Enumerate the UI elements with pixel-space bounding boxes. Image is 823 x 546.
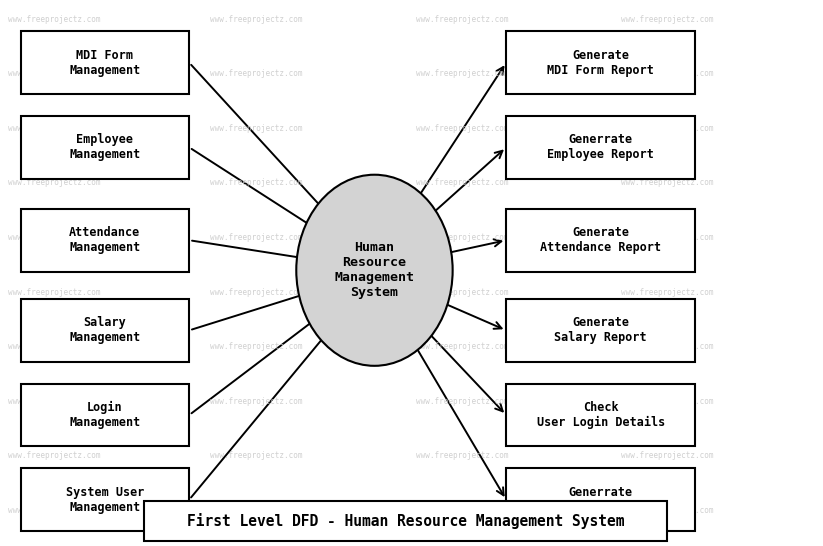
Text: Generrate
System User Report: Generrate System User Report bbox=[537, 485, 665, 514]
Text: Check
User Login Details: Check User Login Details bbox=[537, 401, 665, 429]
Text: www.freeprojectz.com: www.freeprojectz.com bbox=[621, 15, 714, 23]
FancyBboxPatch shape bbox=[144, 501, 667, 541]
Text: www.freeprojectz.com: www.freeprojectz.com bbox=[210, 397, 302, 406]
Text: www.freeprojectz.com: www.freeprojectz.com bbox=[621, 506, 714, 515]
Text: www.freeprojectz.com: www.freeprojectz.com bbox=[416, 342, 508, 351]
FancyBboxPatch shape bbox=[21, 116, 189, 179]
Text: www.freeprojectz.com: www.freeprojectz.com bbox=[8, 452, 100, 460]
Text: First Level DFD - Human Resource Management System: First Level DFD - Human Resource Managem… bbox=[187, 513, 624, 529]
Text: www.freeprojectz.com: www.freeprojectz.com bbox=[210, 179, 302, 187]
Text: www.freeprojectz.com: www.freeprojectz.com bbox=[621, 233, 714, 242]
Text: www.freeprojectz.com: www.freeprojectz.com bbox=[416, 506, 508, 515]
Text: www.freeprojectz.com: www.freeprojectz.com bbox=[621, 397, 714, 406]
Text: www.freeprojectz.com: www.freeprojectz.com bbox=[8, 288, 100, 296]
FancyBboxPatch shape bbox=[21, 468, 189, 531]
FancyBboxPatch shape bbox=[21, 299, 189, 361]
Text: www.freeprojectz.com: www.freeprojectz.com bbox=[416, 179, 508, 187]
Text: Human
Resource
Management
System: Human Resource Management System bbox=[334, 241, 415, 299]
Text: System User
Management: System User Management bbox=[66, 485, 144, 514]
Text: www.freeprojectz.com: www.freeprojectz.com bbox=[416, 124, 508, 133]
Text: Employee
Management: Employee Management bbox=[69, 133, 141, 162]
Text: www.freeprojectz.com: www.freeprojectz.com bbox=[8, 342, 100, 351]
FancyBboxPatch shape bbox=[21, 209, 189, 271]
FancyBboxPatch shape bbox=[506, 299, 695, 361]
Text: Generrate
Employee Report: Generrate Employee Report bbox=[547, 133, 654, 162]
Text: www.freeprojectz.com: www.freeprojectz.com bbox=[621, 179, 714, 187]
FancyBboxPatch shape bbox=[506, 209, 695, 271]
Text: www.freeprojectz.com: www.freeprojectz.com bbox=[621, 124, 714, 133]
FancyBboxPatch shape bbox=[506, 31, 695, 94]
Text: www.freeprojectz.com: www.freeprojectz.com bbox=[210, 15, 302, 23]
FancyBboxPatch shape bbox=[506, 468, 695, 531]
Text: Salary
Management: Salary Management bbox=[69, 316, 141, 345]
Text: Generate
Salary Report: Generate Salary Report bbox=[555, 316, 647, 345]
Text: Login
Management: Login Management bbox=[69, 401, 141, 429]
Text: www.freeprojectz.com: www.freeprojectz.com bbox=[8, 124, 100, 133]
FancyBboxPatch shape bbox=[21, 383, 189, 447]
Text: MDI Form
Management: MDI Form Management bbox=[69, 49, 141, 77]
Text: www.freeprojectz.com: www.freeprojectz.com bbox=[210, 288, 302, 296]
FancyBboxPatch shape bbox=[506, 383, 695, 447]
Text: www.freeprojectz.com: www.freeprojectz.com bbox=[210, 69, 302, 78]
Text: www.freeprojectz.com: www.freeprojectz.com bbox=[416, 397, 508, 406]
Text: www.freeprojectz.com: www.freeprojectz.com bbox=[210, 342, 302, 351]
Text: www.freeprojectz.com: www.freeprojectz.com bbox=[416, 233, 508, 242]
Text: www.freeprojectz.com: www.freeprojectz.com bbox=[416, 452, 508, 460]
Text: www.freeprojectz.com: www.freeprojectz.com bbox=[210, 452, 302, 460]
Text: www.freeprojectz.com: www.freeprojectz.com bbox=[416, 15, 508, 23]
Text: Attendance
Management: Attendance Management bbox=[69, 226, 141, 254]
Text: www.freeprojectz.com: www.freeprojectz.com bbox=[8, 233, 100, 242]
Text: Generate
MDI Form Report: Generate MDI Form Report bbox=[547, 49, 654, 77]
Text: www.freeprojectz.com: www.freeprojectz.com bbox=[8, 69, 100, 78]
Text: www.freeprojectz.com: www.freeprojectz.com bbox=[416, 288, 508, 296]
Text: www.freeprojectz.com: www.freeprojectz.com bbox=[210, 124, 302, 133]
Text: www.freeprojectz.com: www.freeprojectz.com bbox=[621, 452, 714, 460]
Text: www.freeprojectz.com: www.freeprojectz.com bbox=[621, 69, 714, 78]
Text: www.freeprojectz.com: www.freeprojectz.com bbox=[621, 288, 714, 296]
Text: www.freeprojectz.com: www.freeprojectz.com bbox=[416, 69, 508, 78]
Ellipse shape bbox=[296, 175, 453, 366]
FancyBboxPatch shape bbox=[21, 31, 189, 94]
Text: www.freeprojectz.com: www.freeprojectz.com bbox=[210, 506, 302, 515]
Text: www.freeprojectz.com: www.freeprojectz.com bbox=[8, 506, 100, 515]
FancyBboxPatch shape bbox=[506, 116, 695, 179]
Text: Generate
Attendance Report: Generate Attendance Report bbox=[540, 226, 662, 254]
Text: www.freeprojectz.com: www.freeprojectz.com bbox=[8, 397, 100, 406]
Text: www.freeprojectz.com: www.freeprojectz.com bbox=[8, 15, 100, 23]
Text: www.freeprojectz.com: www.freeprojectz.com bbox=[210, 233, 302, 242]
Text: www.freeprojectz.com: www.freeprojectz.com bbox=[8, 179, 100, 187]
Text: www.freeprojectz.com: www.freeprojectz.com bbox=[621, 342, 714, 351]
